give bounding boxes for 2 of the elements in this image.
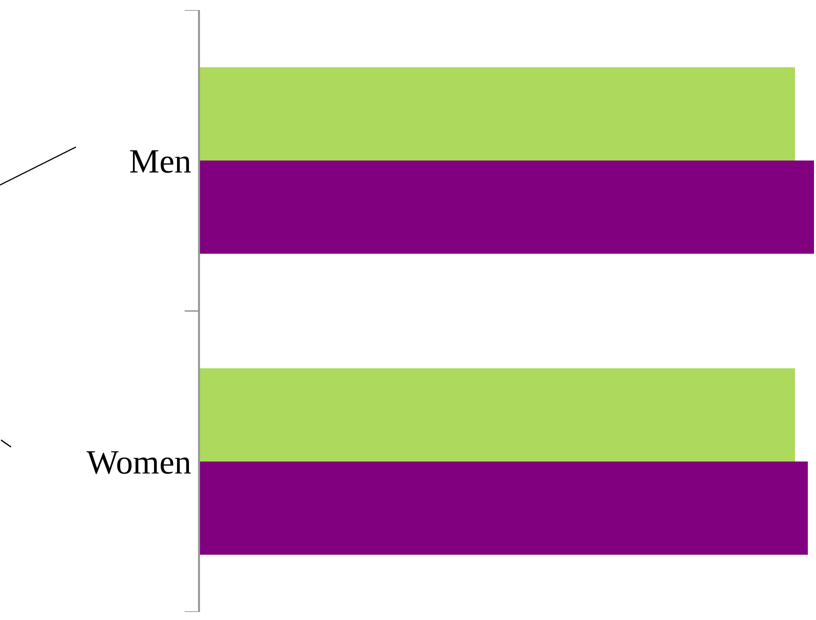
y-tick-label: Women — [86, 444, 192, 482]
y-tick-label: Men — [129, 143, 192, 180]
